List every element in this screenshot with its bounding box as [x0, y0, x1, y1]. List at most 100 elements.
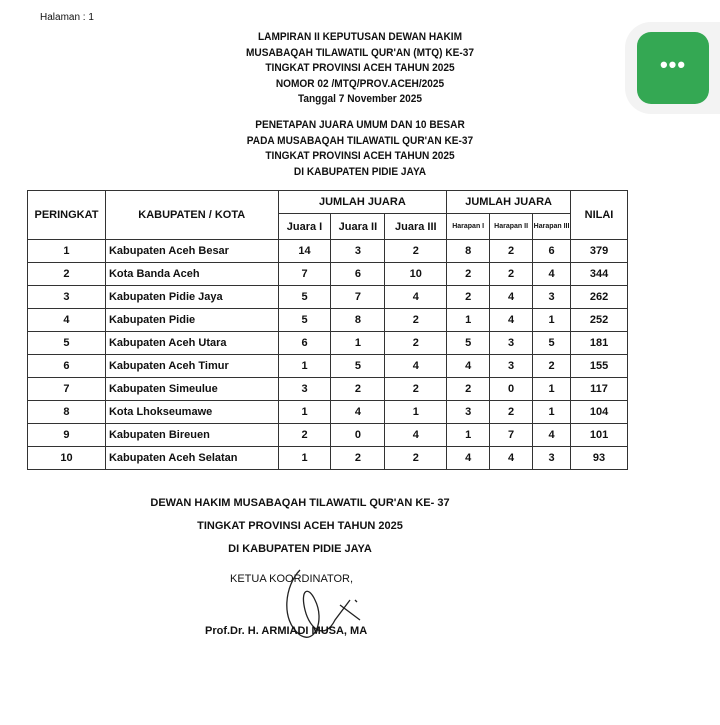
more-options-button[interactable]: •••	[637, 32, 709, 104]
juara-1-cell: 6	[277, 331, 332, 355]
harapan-3-cell: 1	[532, 377, 572, 401]
header-group-juara: JUMLAH JUARA	[277, 190, 448, 214]
title-line: PENETAPAN JUARA UMUM DAN 10 BESAR	[255, 119, 465, 131]
rank-cell: 4	[27, 308, 106, 332]
juara-3-cell: 10	[384, 262, 448, 286]
region-cell: Kabupaten Pidie Jaya	[104, 285, 279, 309]
juara-1-cell: 3	[277, 377, 332, 401]
rank-cell: 6	[27, 354, 106, 378]
header-harapan-2: Harapan II	[489, 213, 534, 240]
harapan-1-cell: 4	[446, 354, 491, 378]
region-cell: Kabupaten Aceh Besar	[104, 239, 279, 263]
score-cell: 155	[570, 354, 628, 378]
footer-line: TINGKAT PROVINSI ACEH TAHUN 2025	[197, 520, 403, 532]
harapan-3-cell: 6	[532, 239, 572, 263]
page-number: Halaman : 1	[40, 12, 94, 23]
juara-1-cell: 5	[277, 285, 332, 309]
header-group-harapan: JUMLAH JUARA	[446, 190, 572, 214]
harapan-1-cell: 5	[446, 331, 491, 355]
juara-3-cell: 2	[384, 331, 448, 355]
juara-2-cell: 0	[330, 423, 386, 447]
juara-3-cell: 2	[384, 308, 448, 332]
rank-cell: 7	[27, 377, 106, 401]
harapan-2-cell: 3	[489, 331, 534, 355]
harapan-3-cell: 5	[532, 331, 572, 355]
table-row: 1 Kabupaten Aceh Besar 14 3 2 8 2 6 379	[27, 239, 628, 263]
score-cell: 379	[570, 239, 628, 263]
harapan-1-cell: 2	[446, 285, 491, 309]
header-juara-3: Juara III	[384, 213, 448, 240]
table-row: 3 Kabupaten Pidie Jaya 5 7 4 2 4 3 262	[27, 285, 628, 309]
juara-3-cell: 4	[384, 285, 448, 309]
harapan-3-cell: 3	[532, 446, 572, 470]
juara-2-cell: 8	[330, 308, 386, 332]
harapan-2-cell: 2	[489, 400, 534, 424]
score-cell: 117	[570, 377, 628, 401]
footer-line: DEWAN HAKIM MUSABAQAH TILAWATIL QUR'AN K…	[150, 497, 450, 509]
rank-cell: 10	[27, 446, 106, 470]
rank-cell: 9	[27, 423, 106, 447]
header-harapan-1: Harapan I	[446, 213, 491, 240]
ranking-table: PERINGKAT KABUPATEN / KOTA JUMLAH JUARA …	[27, 190, 628, 470]
coordinator-label: KETUA KOORDINATOR,	[230, 573, 354, 585]
juara-2-cell: 1	[330, 331, 386, 355]
document-title: PENETAPAN JUARA UMUM DAN 10 BESAR PADA M…	[29, 118, 691, 180]
score-cell: 93	[570, 446, 628, 470]
table-row: 9 Kabupaten Bireuen 2 0 4 1 7 4 101	[27, 423, 628, 447]
rank-cell: 3	[27, 285, 106, 309]
juara-3-cell: 2	[384, 446, 448, 470]
table-row: 2 Kota Banda Aceh 7 6 10 2 2 4 344	[27, 262, 628, 286]
harapan-1-cell: 8	[446, 239, 491, 263]
title-line: PADA MUSABAQAH TILAWATIL QUR'AN KE-37	[246, 134, 474, 147]
rank-cell: 1	[27, 239, 106, 263]
title-line: TINGKAT PROVINSI ACEH TAHUN 2025	[265, 150, 455, 162]
region-cell: Kabupaten Pidie	[104, 308, 279, 332]
juara-3-cell: 4	[384, 354, 448, 378]
harapan-1-cell: 3	[446, 400, 491, 424]
harapan-2-cell: 3	[489, 354, 534, 378]
rank-cell: 2	[27, 262, 106, 286]
more-horizontal-icon: •••	[659, 52, 687, 77]
header-line: MUSABAQAH TILAWATIL QUR'AN (MTQ) KE-37	[245, 46, 475, 59]
header-harapan-3: Harapan III	[532, 213, 572, 240]
table-row: 4 Kabupaten Pidie 5 8 2 1 4 1 252	[27, 308, 628, 332]
signature-image	[286, 569, 361, 638]
juara-2-cell: 2	[330, 377, 386, 401]
header-line: TINGKAT PROVINSI ACEH TAHUN 2025	[265, 62, 455, 74]
harapan-2-cell: 2	[489, 239, 534, 263]
footer-line: DI KABUPATEN PIDIE JAYA	[228, 543, 372, 555]
juara-2-cell: 3	[330, 239, 386, 263]
table-row: 6 Kabupaten Aceh Timur 1 5 4 4 3 2 155	[27, 354, 628, 378]
juara-2-cell: 5	[330, 354, 386, 378]
rank-cell: 5	[27, 331, 106, 355]
harapan-3-cell: 3	[532, 285, 572, 309]
harapan-2-cell: 0	[489, 377, 534, 401]
header-rank: PERINGKAT	[27, 190, 106, 240]
juara-1-cell: 1	[277, 354, 332, 378]
juara-1-cell: 1	[277, 400, 332, 424]
juara-2-cell: 6	[330, 262, 386, 286]
score-cell: 181	[570, 331, 628, 355]
juara-3-cell: 4	[384, 423, 448, 447]
harapan-3-cell: 4	[532, 423, 572, 447]
juara-3-cell: 1	[384, 400, 448, 424]
region-cell: Kabupaten Aceh Utara	[104, 331, 279, 355]
juara-2-cell: 2	[330, 446, 386, 470]
score-cell: 262	[570, 285, 628, 309]
header-line: LAMPIRAN II KEPUTUSAN DEWAN HAKIM	[257, 31, 463, 43]
score-cell: 344	[570, 262, 628, 286]
title-line: DI KABUPATEN PIDIE JAYA	[293, 165, 427, 178]
harapan-1-cell: 1	[446, 423, 491, 447]
juara-3-cell: 2	[384, 377, 448, 401]
juara-1-cell: 2	[277, 423, 332, 447]
region-cell: Kabupaten Simeulue	[104, 377, 279, 401]
harapan-2-cell: 4	[489, 285, 534, 309]
juara-1-cell: 5	[277, 308, 332, 332]
table-row: 5 Kabupaten Aceh Utara 6 1 2 5 3 5 181	[27, 331, 628, 355]
harapan-3-cell: 1	[532, 308, 572, 332]
table-row: 10 Kabupaten Aceh Selatan 1 2 2 4 4 3 93	[27, 446, 628, 470]
signatory-name: Prof.Dr. H. ARMIADI MUSA, MA	[205, 625, 368, 637]
juara-1-cell: 7	[277, 262, 332, 286]
harapan-3-cell: 1	[532, 400, 572, 424]
region-cell: Kota Lhokseumawe	[104, 400, 279, 424]
